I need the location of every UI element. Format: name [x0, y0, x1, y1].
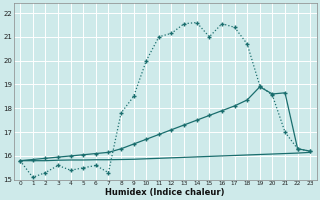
- X-axis label: Humidex (Indice chaleur): Humidex (Indice chaleur): [106, 188, 225, 197]
